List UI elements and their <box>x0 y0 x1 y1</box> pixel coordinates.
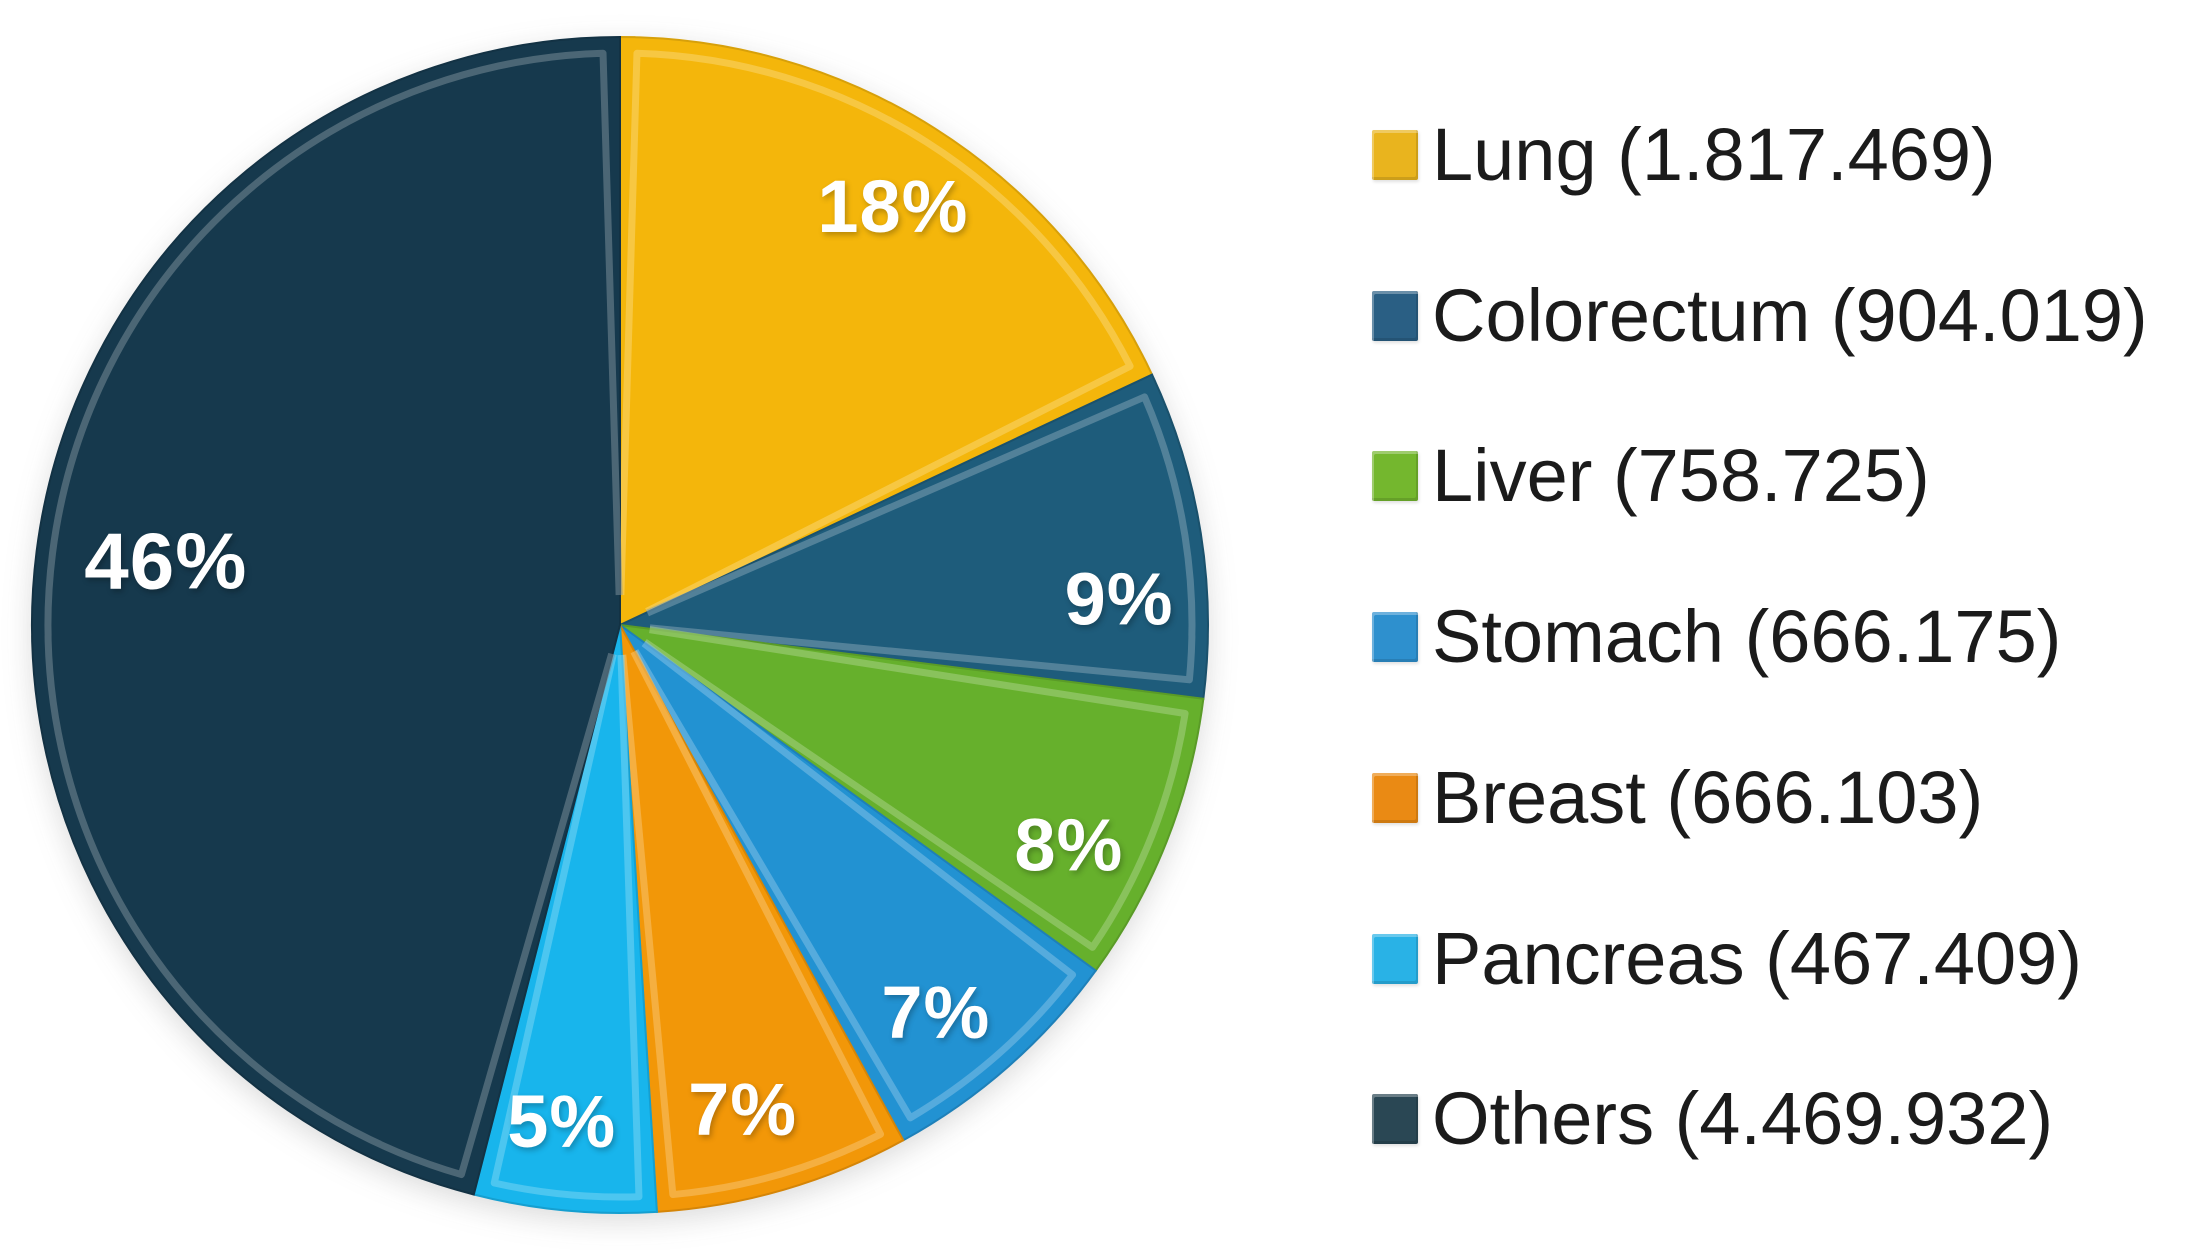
legend-item-colorectum: Colorectum (904.019) <box>1372 268 2148 364</box>
pie-slice-stomach <box>619 624 1098 1142</box>
pie-chart-area: 18% 9% 8% 7% 7% 5% 46% <box>31 35 1209 1215</box>
pie-slice-percent-label: 8% <box>1014 803 1123 886</box>
legend-item-label: Colorectum (904.019) <box>1432 273 2148 357</box>
legend-item-breast: Breast (666.103) <box>1372 750 1983 846</box>
pie-slice-bevel <box>646 393 1196 684</box>
legend-item-label: Liver (758.725) <box>1432 434 1930 518</box>
pie-slice-percent-label: 9% <box>1065 557 1174 640</box>
legend-item-liver: Liver (758.725) <box>1372 428 1930 524</box>
pie-slice-percent-label: 18% <box>817 165 968 248</box>
pie-slice-breast <box>619 624 905 1213</box>
legend-item-lung: Lung (1.817.469) <box>1372 107 1996 203</box>
legend-item-others: Others (4.469.932) <box>1372 1071 2053 1167</box>
legend-swatch-colorectum <box>1372 290 1418 341</box>
pie-slice-percent-label: 46% <box>84 517 247 606</box>
legend-item-label: Stomach (666.175) <box>1432 595 2062 679</box>
pie-slice-others <box>31 35 621 1196</box>
legend-swatch-pancreas <box>1372 933 1418 984</box>
pie-slice-liver <box>619 624 1205 973</box>
pie-slice-percent-label: 5% <box>507 1080 616 1163</box>
pie-slice-lung <box>619 35 1154 627</box>
pie-slice-bevel <box>617 49 1134 615</box>
legend-item-label: Others (4.469.932) <box>1432 1077 2054 1161</box>
pie-slice-bevel <box>44 49 623 1179</box>
legend-item-stomach: Stomach (666.175) <box>1372 589 2061 685</box>
legend-swatch-others <box>1372 1094 1418 1145</box>
pie-slice-bevel <box>619 650 885 1199</box>
pie-chart: 18% 9% 8% 7% 7% 5% 46% <box>31 35 1209 1215</box>
pie-slice-bevel <box>632 640 1077 1122</box>
pie-slice-colorectum <box>616 373 1209 700</box>
pie-slice-bevel <box>490 653 643 1201</box>
legend-swatch-liver <box>1372 451 1418 502</box>
legend-item-label: Pancreas (467.409) <box>1432 916 2082 1000</box>
legend-item-pancreas: Pancreas (467.409) <box>1372 911 2082 1007</box>
legend: Lung (1.817.469) Colorectum (904.019) Live… <box>1372 0 2197 1250</box>
pie-slice-percent-label: 7% <box>881 971 990 1054</box>
legend-item-label: Breast (666.103) <box>1432 755 1984 839</box>
legend-swatch-breast <box>1372 772 1418 823</box>
pie-slice-bevel <box>642 626 1189 951</box>
legend-item-label: Lung (1.817.469) <box>1432 113 1996 196</box>
pie-slice-percent-label: 7% <box>688 1068 797 1151</box>
legend-swatch-lung <box>1372 130 1418 180</box>
legend-swatch-stomach <box>1372 612 1418 663</box>
